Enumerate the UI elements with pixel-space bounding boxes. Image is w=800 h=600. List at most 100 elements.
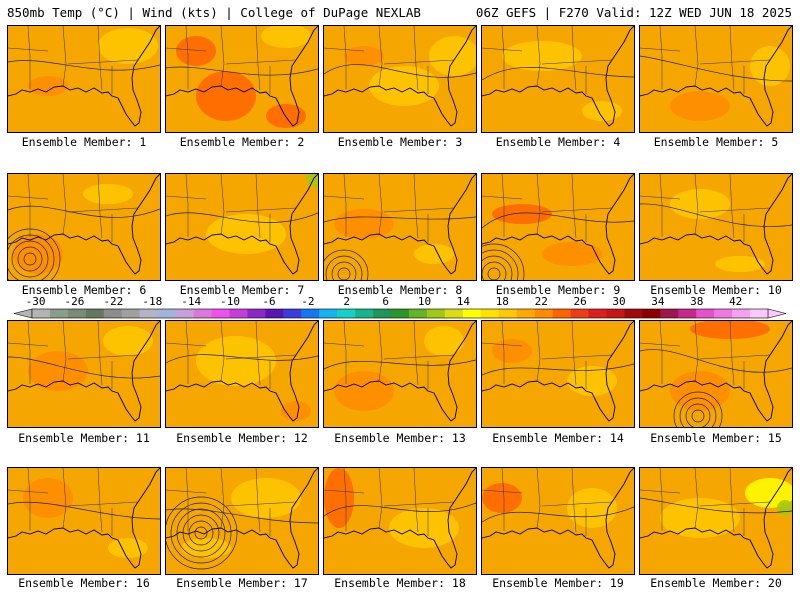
- map-canvas: [482, 26, 634, 132]
- state-border: [324, 489, 365, 494]
- coastline: [166, 26, 318, 127]
- state-border: [27, 468, 31, 531]
- state-border: [255, 174, 261, 239]
- colorbar-tick-label: 26: [573, 295, 586, 308]
- state-border: [482, 489, 523, 494]
- member-map-13: [323, 320, 477, 428]
- state-border: [536, 321, 541, 382]
- state-border: [97, 468, 103, 533]
- colorbar-swatch: [696, 309, 715, 318]
- map-canvas: [482, 321, 634, 427]
- state-border: [166, 195, 207, 200]
- colorbar-swatch: [103, 309, 123, 318]
- colorbar-swatch: [624, 309, 643, 318]
- member-map-20: [639, 467, 793, 575]
- wind-contour: [166, 212, 318, 223]
- colorbar-swatch: [534, 309, 553, 318]
- state-border: [659, 468, 663, 531]
- colorbar-swatch: [373, 309, 392, 318]
- colorbar-swatch: [301, 309, 320, 318]
- state-border: [220, 468, 225, 529]
- member-label-11: Ensemble Member: 11: [18, 431, 150, 445]
- wind-contour: [482, 243, 525, 280]
- state-border: [62, 174, 67, 235]
- wind-contour: [331, 261, 357, 280]
- state-border: [640, 195, 681, 200]
- member-map-4: [481, 25, 635, 133]
- state-border: [8, 489, 49, 494]
- wind-contour: [482, 255, 513, 280]
- colorbar-swatch: [211, 309, 230, 318]
- coastline: [324, 321, 476, 422]
- colorbar-swatch: [49, 309, 69, 318]
- wind-contour: [8, 60, 160, 71]
- colorbar-swatch: [265, 309, 284, 318]
- state-border: [343, 468, 347, 531]
- state-border: [482, 195, 523, 200]
- state-border: [8, 342, 49, 347]
- state-border: [255, 26, 261, 91]
- map-canvas: [324, 468, 476, 574]
- member-map-15: [639, 320, 793, 428]
- wind-contour: [640, 55, 792, 82]
- wind-contour: [166, 66, 318, 76]
- map-canvas: [640, 468, 792, 574]
- state-border: [541, 207, 613, 213]
- state-border: [166, 47, 207, 52]
- wind-contour: [176, 508, 226, 558]
- state-border: [225, 207, 297, 213]
- colorbar-swatch: [462, 309, 482, 318]
- state-border: [729, 321, 735, 386]
- wind-contour: [324, 216, 476, 223]
- state-border: [694, 174, 699, 235]
- wind-contour: [482, 363, 634, 376]
- state-border: [571, 321, 577, 386]
- state-border: [383, 354, 455, 360]
- colorbar-swatch: [319, 309, 338, 318]
- state-border: [185, 26, 189, 89]
- colorbar-tick-label: 14: [457, 295, 471, 308]
- wind-contour: [324, 64, 476, 78]
- wind-contour: [482, 67, 634, 81]
- state-border: [185, 468, 189, 531]
- member-map-6: [7, 173, 161, 281]
- state-border: [378, 321, 383, 382]
- state-border: [225, 354, 297, 360]
- state-border: [383, 501, 455, 507]
- member-map-1: [7, 25, 161, 133]
- state-border: [8, 195, 49, 200]
- wind-contour: [166, 496, 238, 570]
- colorbar-tick-label: 6: [382, 295, 389, 308]
- wind-contour: [182, 514, 220, 552]
- state-border: [383, 207, 455, 213]
- member-map-2: [165, 25, 319, 133]
- coastline: [324, 174, 476, 275]
- member-map-19: [481, 467, 635, 575]
- colorbar-tick-label: -22: [103, 295, 123, 308]
- member-label-16: Ensemble Member: 16: [18, 576, 150, 590]
- colorbar-tick-label: 18: [496, 295, 509, 308]
- state-border: [640, 489, 681, 494]
- colorbar-tick-label: 22: [535, 295, 548, 308]
- state-border: [699, 59, 771, 65]
- coastline: [482, 26, 634, 127]
- map-canvas: [8, 321, 160, 427]
- coastline: [482, 174, 634, 275]
- map-canvas: [324, 26, 476, 132]
- state-border: [27, 321, 31, 384]
- map-canvas: [166, 468, 318, 574]
- state-border: [501, 174, 505, 237]
- member-map-11: [7, 320, 161, 428]
- state-border: [67, 354, 139, 360]
- state-border: [220, 174, 225, 235]
- colorbar-swatch: [678, 309, 697, 318]
- wind-contour: [337, 267, 351, 280]
- state-border: [97, 321, 103, 386]
- map-canvas: [482, 174, 634, 280]
- colorbar-swatch: [606, 309, 625, 318]
- state-border: [225, 501, 297, 507]
- state-border: [694, 26, 699, 87]
- coastline: [482, 468, 634, 569]
- member-label-3: Ensemble Member: 3: [337, 135, 463, 149]
- map-canvas: [640, 174, 792, 280]
